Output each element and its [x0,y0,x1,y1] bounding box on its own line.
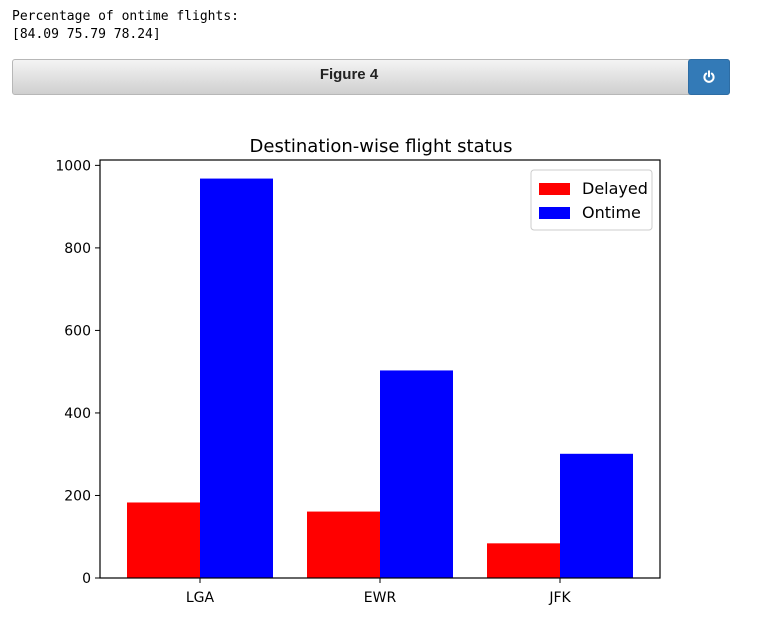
legend-swatch-delayed [539,183,570,195]
y-tick-label: 1000 [55,158,91,174]
bar-ontime-ewr [380,370,453,578]
bar-ontime-jfk [560,453,633,578]
output-line-1: Percentage of ontime flights: [12,9,239,24]
chart-title: Destination-wise flight status [250,136,513,157]
x-axis: LGA EWR JFK [186,578,571,606]
legend-swatch-ontime [539,207,570,219]
y-tick-label: 400 [64,406,91,422]
bar-delayed-ewr [307,511,380,578]
legend: Delayed Ontime [530,169,653,231]
bar-ontime-lga [200,178,273,578]
bars [127,178,633,578]
bar-chart: Destination-wise flight status 0 200 400 60… [55,136,661,606]
y-tick-label: 600 [64,323,91,339]
output-line-2: [84.09 75.79 78.24] [12,27,161,42]
bar-delayed-lga [127,502,200,578]
y-tick-label: 800 [64,241,91,257]
legend-label-ontime: Ontime [582,203,641,222]
power-icon [703,70,715,83]
x-tick-label: LGA [186,590,215,606]
figure-header: Figure 4 [12,59,730,95]
close-figure-button[interactable] [688,59,730,95]
y-tick-label: 200 [64,488,91,504]
y-axis: 0 200 400 600 800 1000 [55,158,100,587]
figure-title: Figure 4 [319,66,379,83]
x-tick-label: JFK [548,590,571,606]
bar-delayed-jfk [487,543,560,578]
y-tick-label: 0 [82,571,91,587]
cell-output: Percentage of ontime flights: [84.09 75.… [12,8,239,44]
x-tick-label: EWR [364,590,397,606]
legend-label-delayed: Delayed [582,179,648,198]
